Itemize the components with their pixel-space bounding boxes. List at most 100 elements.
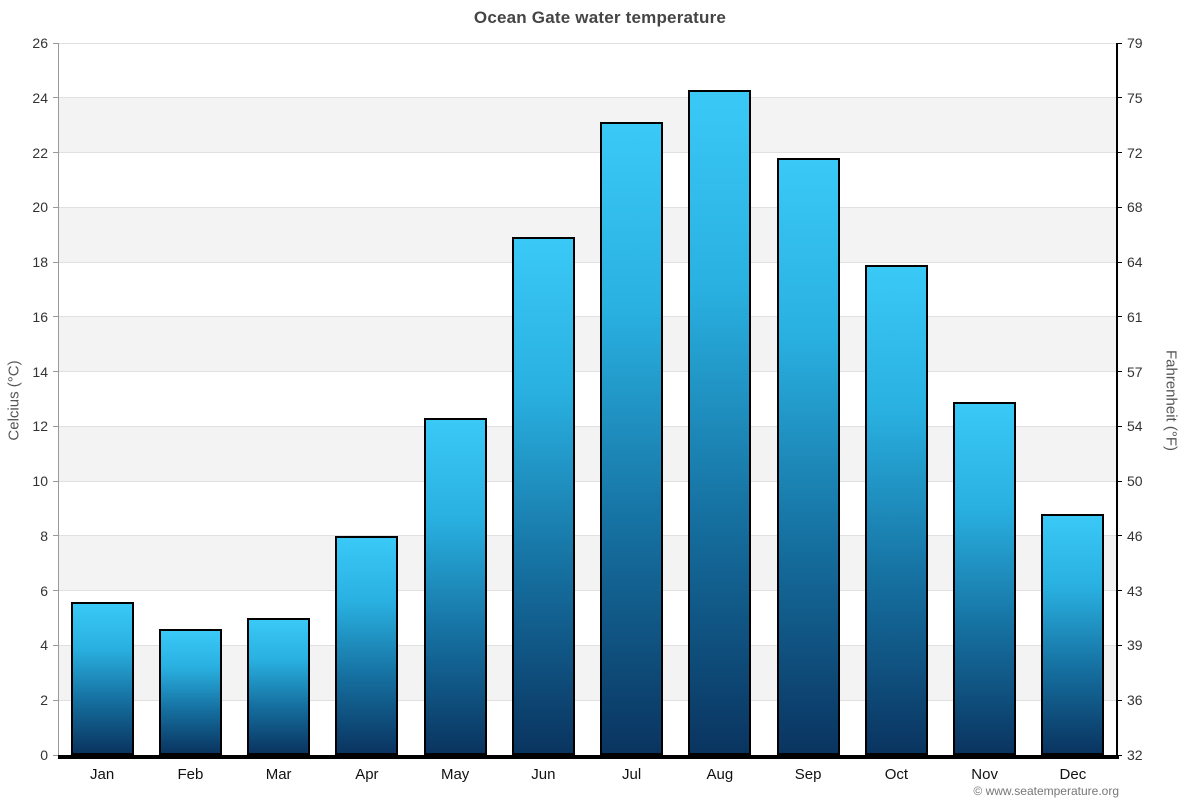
left-tick-mark [53,699,58,701]
gridline [58,480,1117,482]
y-tick-label-celsius: 14 [32,363,48,380]
y-tick-label-celsius: 0 [40,747,48,763]
y-tick-label-celsius: 22 [32,144,48,161]
left-tick-mark [53,97,58,99]
x-tick-label-jan: Jan [90,766,115,783]
right-tick-mark [1117,535,1122,537]
gridline [58,371,1117,373]
x-tick-label-aug: Aug [706,766,734,783]
y-tick-label-fahrenheit: 57 [1127,363,1143,380]
gridline [58,644,1117,646]
background-band [58,97,1117,153]
background-band [58,316,1117,372]
left-tick-mark [53,754,58,756]
x-tick-label-jun: Jun [531,766,556,783]
y-tick-label-fahrenheit: 36 [1127,692,1143,709]
y-tick-label-celsius: 4 [40,637,48,654]
right-tick-mark [1117,261,1122,263]
background-band [58,645,1117,701]
bar-feb [158,629,222,755]
right-tick-mark [1117,699,1122,701]
y-tick-label-celsius: 26 [32,35,48,51]
x-axis-baseline [58,755,1119,759]
right-tick-mark [1117,590,1122,592]
left-tick-mark [53,371,58,373]
y-tick-label-fahrenheit: 79 [1127,35,1143,51]
bar-jul [600,122,664,755]
background-band [58,207,1117,263]
right-tick-mark [1117,97,1122,99]
bar-mar [247,618,311,755]
y-tick-label-celsius: 2 [40,692,48,709]
y-tick-label-celsius: 10 [32,473,48,490]
gridline [58,699,1117,701]
y-axis-label-celsius: Celcius (°C) [5,360,23,441]
y-tick-label-fahrenheit: 43 [1127,582,1143,599]
y-axis-label-fahrenheit: Fahrenheit (°F) [1162,349,1180,452]
gridline [58,316,1117,318]
right-tick-mark [1117,42,1122,44]
gridline [58,206,1117,208]
gridline [58,97,1117,99]
right-tick-mark [1117,316,1122,318]
y-tick-label-celsius: 8 [40,527,48,544]
left-tick-mark [53,590,58,592]
bar-sep [776,158,840,755]
y-tick-label-fahrenheit: 61 [1127,308,1143,325]
left-tick-mark [53,535,58,537]
x-tick-label-jul: Jul [622,766,642,783]
gridline [58,152,1117,154]
chart-title: Ocean Gate water temperature [473,8,727,27]
left-tick-mark [53,644,58,646]
y-tick-label-celsius: 12 [32,418,48,435]
gridline [58,261,1117,263]
y-tick-label-celsius: 6 [40,582,48,599]
left-axis-line [58,43,59,755]
gridline [58,42,1117,44]
x-tick-label-dec: Dec [1059,766,1087,783]
y-tick-label-fahrenheit: 64 [1127,254,1143,271]
y-tick-label-fahrenheit: 50 [1127,473,1143,490]
y-tick-label-fahrenheit: 39 [1127,637,1143,654]
x-tick-label-oct: Oct [884,766,909,783]
bar-jan [70,601,134,755]
bar-oct [864,264,928,755]
bar-nov [953,401,1017,755]
y-tick-label-fahrenheit: 54 [1127,418,1143,435]
y-tick-label-fahrenheit: 75 [1127,89,1143,106]
copyright-text: © www.seatemperature.org [973,784,1119,798]
bar-may [423,418,487,755]
bar-dec [1041,514,1105,755]
gridline [58,425,1117,427]
background-band [58,426,1117,482]
right-tick-mark [1117,371,1122,373]
right-tick-mark [1117,425,1122,427]
bar-aug [688,89,752,755]
right-tick-mark [1117,152,1122,154]
left-tick-mark [53,480,58,482]
background-band [58,535,1117,591]
left-tick-mark [53,425,58,427]
gridline [58,590,1117,592]
x-tick-label-nov: Nov [971,766,998,783]
right-tick-mark [1117,754,1122,756]
left-tick-mark [53,206,58,208]
x-tick-label-feb: Feb [177,766,204,783]
left-tick-mark [53,42,58,44]
y-tick-label-fahrenheit: 32 [1127,747,1143,763]
right-tick-mark [1117,644,1122,646]
gridline [58,535,1117,537]
left-tick-mark [53,152,58,154]
x-tick-label-apr: Apr [355,766,379,783]
right-axis-line [1116,43,1118,759]
left-tick-mark [53,261,58,263]
bar-jun [511,237,575,755]
right-tick-mark [1117,480,1122,482]
y-tick-label-fahrenheit: 46 [1127,527,1143,544]
y-tick-label-celsius: 16 [32,308,48,325]
bar-apr [335,535,399,755]
left-tick-mark [53,316,58,318]
right-tick-mark [1117,206,1122,208]
x-tick-label-sep: Sep [794,766,822,783]
